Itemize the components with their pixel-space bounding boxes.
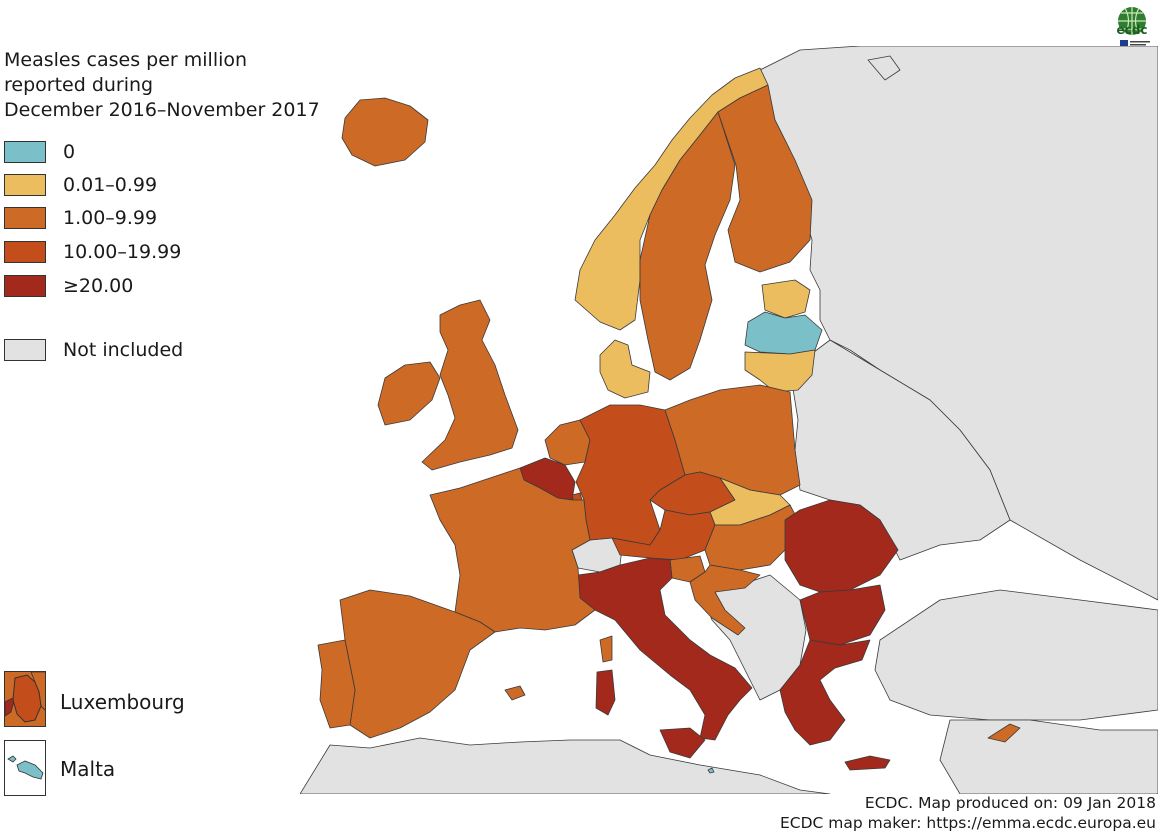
legend-swatch — [4, 207, 46, 229]
countries-layer — [317, 67, 1021, 774]
map-title-line-2: reported during — [4, 74, 154, 96]
country-lithuania — [744, 349, 816, 393]
country-iceland — [341, 97, 429, 167]
legend-swatch — [4, 174, 46, 196]
country-estonia — [761, 279, 811, 319]
legend-label: 1.00–9.99 — [63, 207, 158, 229]
legend-swatch — [4, 241, 46, 263]
turkey-region — [874, 589, 1158, 721]
malta-inset-shape — [5, 741, 45, 795]
country-cyprus — [987, 723, 1021, 743]
country-united-kingdom — [421, 299, 519, 471]
ecdc-globe-logo: ecdc — [1117, 7, 1150, 46]
country-portugal — [317, 639, 356, 729]
legend-label: 0.01–0.99 — [63, 174, 158, 196]
map-title-line-3: December 2016–November 2017 — [4, 99, 320, 121]
country-sicily — [659, 727, 706, 759]
north-africa-region — [300, 737, 831, 794]
middle-east-region — [939, 719, 1158, 794]
country-denmark — [599, 339, 651, 399]
country-austria — [611, 509, 716, 561]
country-italy — [577, 557, 753, 741]
country-malta — [707, 767, 715, 774]
country-balearic — [504, 685, 526, 701]
luxembourg-inset-label: Luxembourg — [60, 690, 185, 714]
country-bulgaria — [799, 584, 886, 646]
country-finland — [717, 84, 813, 273]
country-romania — [784, 499, 899, 593]
luxembourg-inset — [4, 671, 46, 727]
malta-inset-label: Malta — [60, 757, 116, 781]
footer-credit: ECDC. Map produced on: 09 Jan 2018 — [864, 794, 1156, 812]
map-title-line-1: Measles cases per million — [4, 49, 248, 71]
legend-label: 0 — [63, 141, 76, 163]
luxembourg-inset-shape — [5, 672, 45, 726]
country-croatia — [689, 564, 761, 636]
logo-text: ecdc — [1117, 23, 1148, 37]
country-crete — [844, 755, 891, 771]
country-corsica — [599, 635, 613, 663]
legend-swatch — [4, 141, 46, 163]
footer-source-url: ECDC map maker: https://emma.ecdc.europa… — [779, 814, 1156, 832]
malta-inset — [4, 740, 46, 796]
country-greece — [779, 639, 871, 746]
legend-swatch-not-included — [4, 339, 46, 361]
country-sweden — [639, 111, 736, 381]
legend-label: Not included — [63, 339, 184, 361]
country-ireland — [377, 361, 441, 426]
legend-label: ≥20.00 — [63, 275, 134, 297]
country-sardinia — [595, 669, 616, 716]
legend-swatch — [4, 275, 46, 297]
legend-label: 10.00–19.99 — [63, 241, 182, 263]
country-latvia — [744, 311, 823, 355]
